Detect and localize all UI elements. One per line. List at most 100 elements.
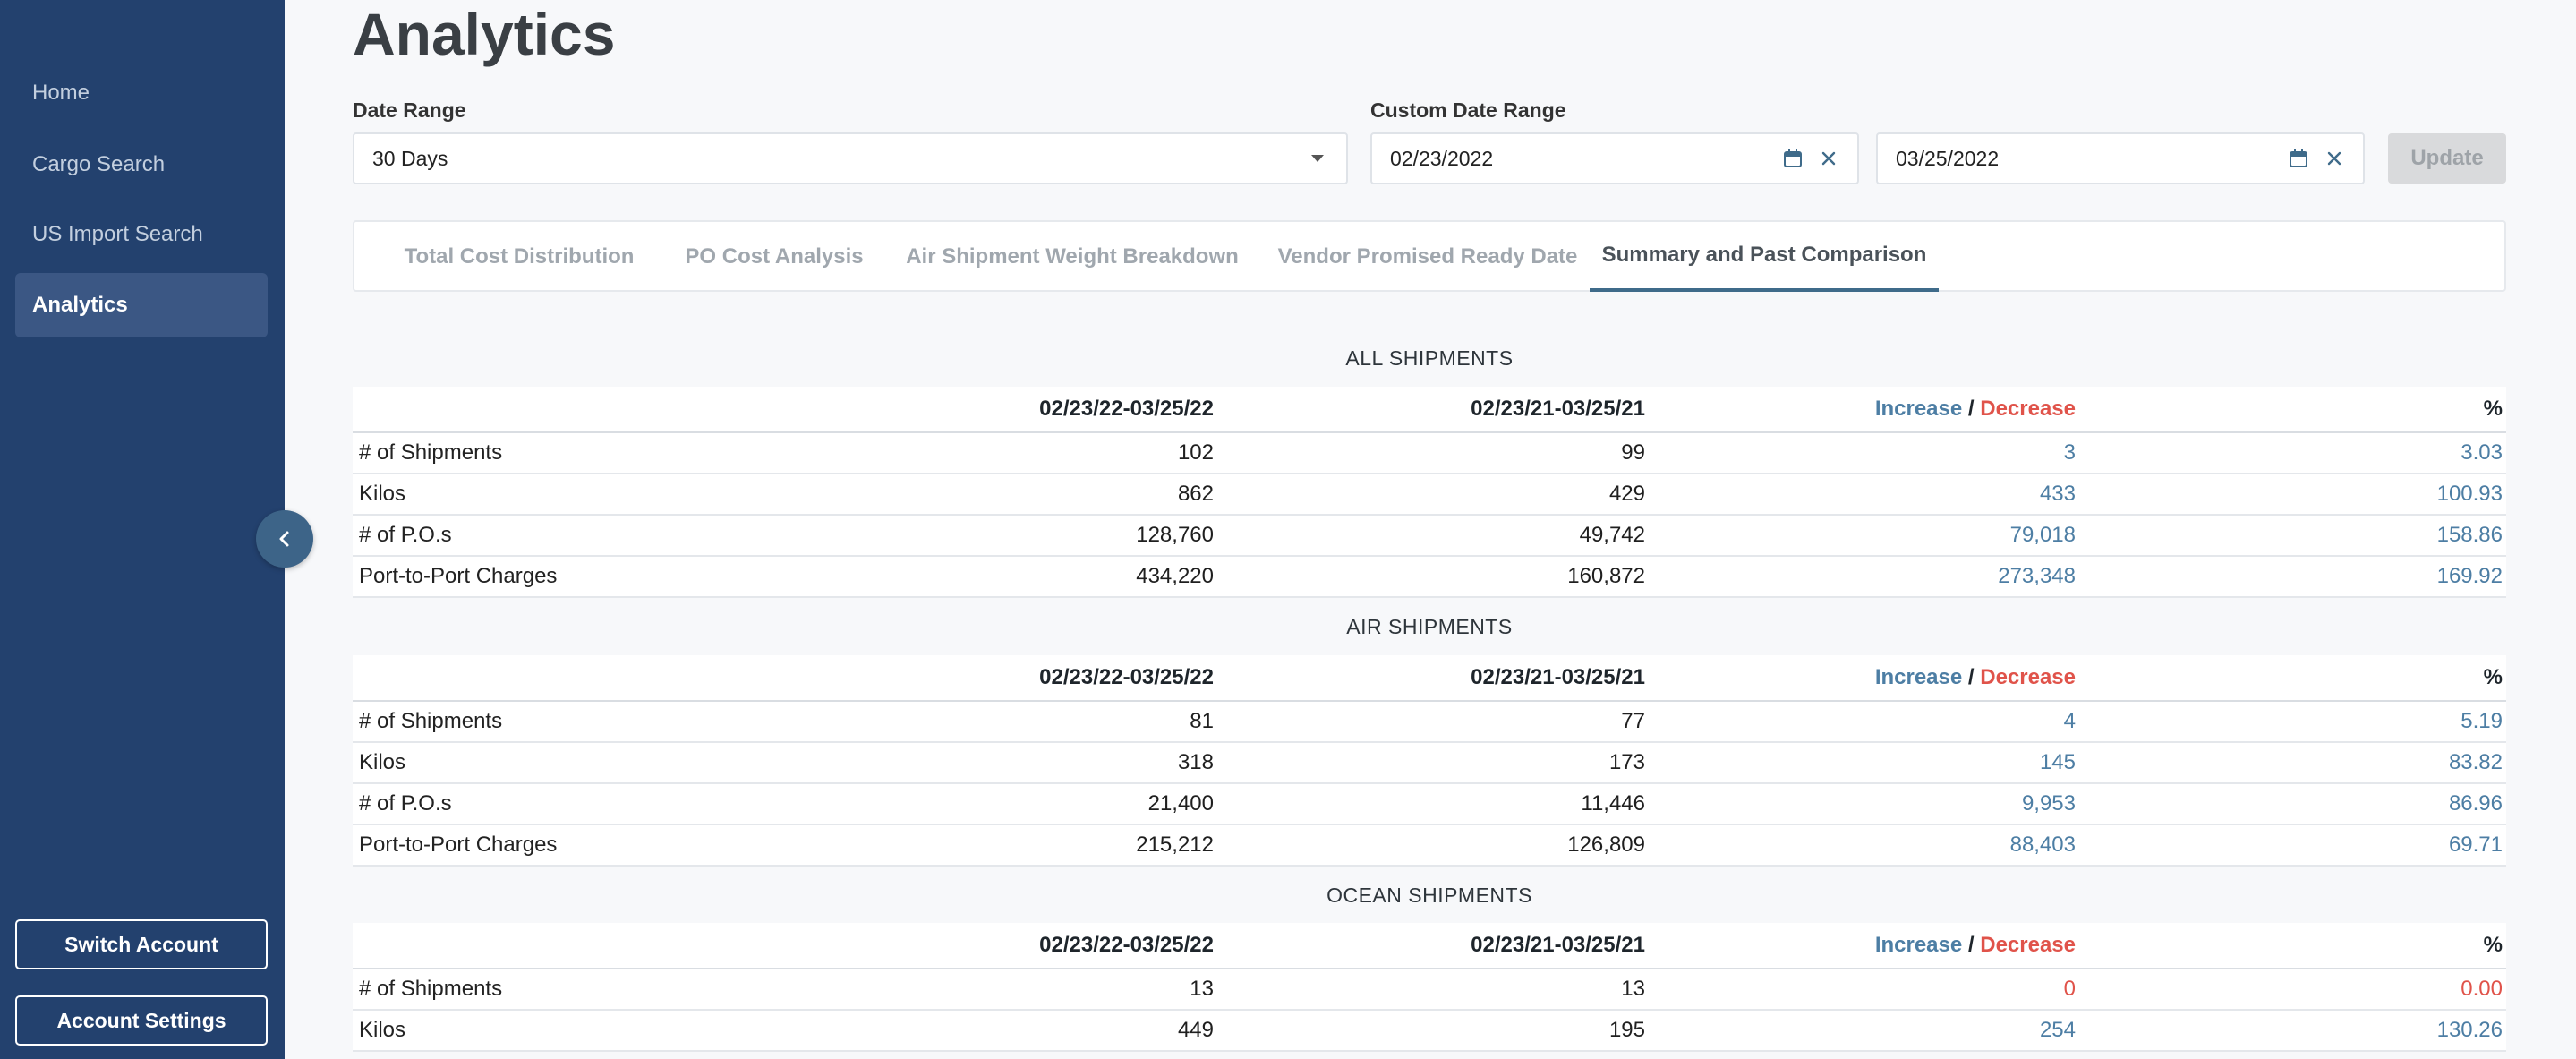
- calendar-icon[interactable]: [1777, 142, 1809, 175]
- row-label: # of Shipments: [359, 977, 503, 1001]
- col-increase-decrease: Increase / Decrease: [1875, 655, 2076, 700]
- pct-value: 3.03: [2461, 440, 2503, 465]
- sidebar-item-label: Home: [32, 81, 90, 105]
- table-all-shipments: 02/23/22-03/25/22 02/23/21-03/25/21 Incr…: [353, 387, 2506, 598]
- clear-icon[interactable]: [1813, 142, 1845, 175]
- sidebar-item-label: Analytics: [32, 293, 128, 317]
- diff-value: 9,953: [2021, 791, 2076, 816]
- calendar-icon[interactable]: [2282, 142, 2315, 175]
- pct-value: 130.26: [2436, 1018, 2503, 1042]
- diff-value: 254: [2039, 1018, 2076, 1042]
- sidebar-item-label: Cargo Search: [32, 152, 166, 176]
- update-button[interactable]: Update: [2388, 133, 2506, 184]
- sidebar-item-home[interactable]: Home: [15, 61, 268, 125]
- end-date-input[interactable]: 03/25/2022: [1876, 132, 2365, 184]
- current-value: 215,212: [1136, 833, 1214, 857]
- start-date-value: 02/23/2022: [1390, 146, 1494, 170]
- current-value: 81: [1190, 709, 1214, 733]
- start-date-input[interactable]: 02/23/2022: [1370, 132, 1859, 184]
- previous-value: 77: [1621, 709, 1645, 733]
- current-value: 434,220: [1136, 564, 1214, 588]
- pct-value: 100.93: [2436, 482, 2503, 506]
- tab-summary-past-comparison[interactable]: Summary and Past Comparison: [1590, 222, 1939, 292]
- clear-icon[interactable]: [2318, 142, 2350, 175]
- current-value: 862: [1177, 482, 1214, 506]
- diff-value: 79,018: [2009, 523, 2076, 547]
- table-row: Kilos 862 429 433 100.93: [353, 474, 2506, 516]
- switch-account-button[interactable]: Switch Account: [15, 919, 268, 969]
- current-value: 13: [1190, 977, 1214, 1001]
- end-date-value: 03/25/2022: [1896, 146, 2000, 170]
- account-settings-button[interactable]: Account Settings: [15, 995, 268, 1046]
- pct-value: 83.82: [2448, 750, 2503, 774]
- row-label: Port-to-Port Charges: [359, 833, 558, 857]
- diff-value: 273,348: [1998, 564, 2076, 588]
- increase-label: Increase: [1874, 665, 1963, 689]
- sidebar-item-us-import-search[interactable]: US Import Search: [15, 202, 268, 267]
- row-label: # of P.O.s: [359, 791, 452, 816]
- row-label: Kilos: [359, 1018, 406, 1042]
- row-label: # of Shipments: [359, 440, 503, 465]
- col-current-period: 02/23/22-03/25/22: [1039, 397, 1214, 421]
- decrease-label: Decrease: [1980, 665, 2076, 689]
- pct-value: 5.19: [2461, 709, 2503, 733]
- table-row: # of Shipments 81 77 4 5.19: [353, 702, 2506, 743]
- previous-value: 99: [1621, 440, 1645, 465]
- table-row: # of Shipments 102 99 3 3.03: [353, 433, 2506, 474]
- diff-value: 433: [2039, 482, 2076, 506]
- section-title-all: ALL SHIPMENTS: [1345, 346, 1514, 370]
- increase-label: Increase: [1874, 933, 1963, 957]
- table-header-row: 02/23/22-03/25/22 02/23/21-03/25/21 Incr…: [353, 655, 2506, 702]
- section-title-ocean: OCEAN SHIPMENTS: [1326, 884, 1532, 907]
- tab-air-shipment-weight-breakdown[interactable]: Air Shipment Weight Breakdown: [906, 244, 1239, 269]
- current-value: 318: [1177, 750, 1214, 774]
- table-header-row: 02/23/22-03/25/22 02/23/21-03/25/21 Incr…: [353, 923, 2506, 969]
- pct-value: 0.00: [2461, 977, 2503, 1001]
- pct-value: 158.86: [2436, 523, 2503, 547]
- pct-value: 69.71: [2448, 833, 2503, 857]
- previous-value: 429: [1608, 482, 1645, 506]
- decrease-label: Decrease: [1980, 397, 2076, 421]
- col-current-period: 02/23/22-03/25/22: [1039, 933, 1214, 957]
- sidebar-item-label: US Import Search: [32, 222, 203, 246]
- row-label: # of Shipments: [359, 709, 503, 733]
- current-value: 128,760: [1136, 523, 1214, 547]
- previous-value: 173: [1608, 750, 1645, 774]
- date-range-select[interactable]: 30 Days: [353, 132, 1348, 184]
- chevron-left-icon: [279, 531, 289, 547]
- tab-po-cost-analysis[interactable]: PO Cost Analysis: [685, 244, 864, 269]
- col-increase-decrease: Increase / Decrease: [1875, 923, 2076, 968]
- collapse-sidebar-button[interactable]: [256, 510, 313, 568]
- sidebar-item-analytics[interactable]: Analytics: [15, 273, 268, 337]
- current-value: 102: [1177, 440, 1214, 465]
- col-percent: %: [2483, 665, 2503, 689]
- date-range-value: 30 Days: [372, 146, 448, 170]
- custom-date-range-label: Custom Date Range: [1370, 98, 1566, 122]
- sidebar-item-cargo-search[interactable]: Cargo Search: [15, 132, 268, 197]
- diff-value: 145: [2039, 750, 2076, 774]
- current-value: 449: [1177, 1018, 1214, 1042]
- table-header-row: 02/23/22-03/25/22 02/23/21-03/25/21 Incr…: [353, 387, 2506, 433]
- decrease-label: Decrease: [1980, 933, 2076, 957]
- col-previous-period: 02/23/21-03/25/21: [1471, 933, 1645, 957]
- slash-label: /: [1967, 933, 1975, 957]
- sidebar: Home Cargo Search US Import Search Analy…: [0, 0, 285, 1059]
- current-value: 21,400: [1147, 791, 1214, 816]
- table-row: # of P.O.s 128,760 49,742 79,018 158.86: [353, 516, 2506, 557]
- page-title: Analytics: [353, 1, 616, 67]
- previous-value: 11,446: [1581, 791, 1645, 816]
- table-row: Kilos 449 195 254 130.26: [353, 1011, 2506, 1052]
- col-percent: %: [2483, 397, 2503, 421]
- tab-total-cost-distribution[interactable]: Total Cost Distribution: [404, 244, 635, 269]
- table-row: Kilos 318 173 145 83.82: [353, 743, 2506, 784]
- diff-value: 4: [2063, 709, 2076, 733]
- previous-value: 13: [1621, 977, 1645, 1001]
- col-percent: %: [2483, 933, 2503, 957]
- pct-value: 169.92: [2436, 564, 2503, 588]
- pct-value: 86.96: [2448, 791, 2503, 816]
- table-row: # of Shipments 13 13 0 0.00: [353, 969, 2506, 1011]
- tab-vendor-promised-ready-date[interactable]: Vendor Promised Ready Date: [1277, 244, 1578, 269]
- section-title-air: AIR SHIPMENTS: [1346, 615, 1513, 638]
- caret-down-icon[interactable]: [1301, 142, 1334, 175]
- table-row: Port-to-Port Charges 434,220 160,872 273…: [353, 557, 2506, 598]
